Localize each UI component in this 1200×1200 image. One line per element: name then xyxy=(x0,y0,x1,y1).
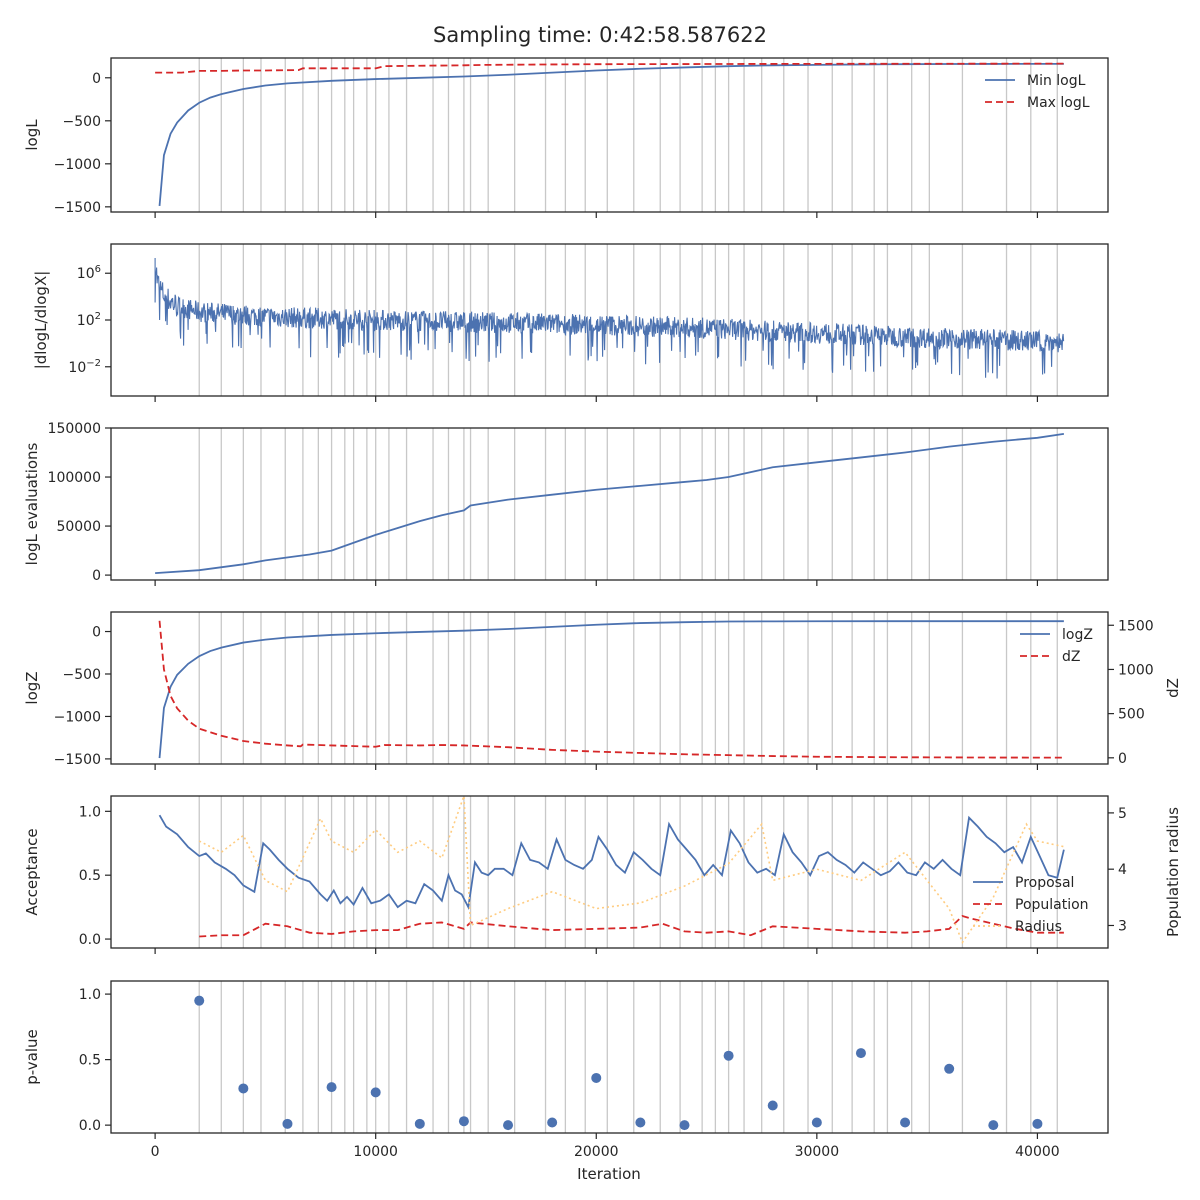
series-line-max-logl xyxy=(155,62,1064,74)
y-tick-label: 10−2 xyxy=(68,358,101,376)
y-tick-label: −1000 xyxy=(54,709,101,725)
x-axis-label: Iteration xyxy=(577,1165,641,1183)
plot-area xyxy=(155,432,1065,575)
data-point xyxy=(900,1117,911,1128)
axes-frame xyxy=(110,611,1109,765)
plot-area xyxy=(158,620,1064,759)
series-line-main xyxy=(155,432,1065,575)
plot-area xyxy=(154,258,1065,379)
y-axis-label: Acceptance xyxy=(23,828,41,915)
y-axis-label-right: Population radius xyxy=(1164,807,1182,937)
legend-label: dZ xyxy=(1062,649,1080,665)
axes-frame xyxy=(110,427,1109,581)
series-line-derivative xyxy=(154,258,1065,379)
legend-label: Proposal xyxy=(1015,875,1074,891)
legend-label: Max logL xyxy=(1027,95,1090,111)
series-line-dz xyxy=(158,620,1064,759)
x-tick-label: 40000 xyxy=(1015,1144,1060,1160)
y-tick-label: 0.5 xyxy=(79,868,101,884)
y-axis-label: logZ xyxy=(23,671,41,704)
axes-frame xyxy=(110,980,1109,1134)
y-tick-label: 150000 xyxy=(48,421,101,437)
data-point xyxy=(944,1063,955,1074)
y-tick-label: 1.0 xyxy=(79,987,101,1003)
figure-title: Sampling time: 0:42:58.587622 xyxy=(433,23,767,47)
y-tick-label-right: 0 xyxy=(1118,751,1127,767)
panel-evaluations: 0 50000 100000 150000 logL evaluations xyxy=(23,421,1109,586)
y-tick-label-right: 1500 xyxy=(1118,618,1154,634)
panel-logZ: 0 −500 −1000 −1500 1500 1000 500 0 logZ dZ logZ dZ xyxy=(23,611,1182,770)
y-axis-label: logL evaluations xyxy=(23,442,41,565)
data-point xyxy=(855,1048,866,1059)
data-point xyxy=(194,995,205,1006)
axes-frame xyxy=(110,795,1109,949)
y-tick-label: −1500 xyxy=(54,200,101,216)
x-tick-label: 30000 xyxy=(795,1144,840,1160)
y-tick-label: 0.5 xyxy=(79,1053,101,1069)
y-tick-label: 100000 xyxy=(48,470,101,486)
x-tick-label: 20000 xyxy=(574,1144,619,1160)
y-tick-label: −1500 xyxy=(54,752,101,768)
data-point xyxy=(238,1083,249,1094)
series-line-radius xyxy=(198,796,1065,945)
legend-label: Radius xyxy=(1015,919,1062,935)
y-tick-label: −500 xyxy=(63,114,101,130)
data-point xyxy=(811,1117,822,1128)
y-tick-label: 0 xyxy=(92,71,101,87)
data-point xyxy=(282,1118,293,1129)
data-point xyxy=(591,1072,602,1083)
data-point xyxy=(458,1116,469,1127)
y-tick-label: 0 xyxy=(92,568,101,584)
data-point xyxy=(326,1082,337,1093)
data-point xyxy=(723,1050,734,1061)
data-point xyxy=(679,1120,690,1131)
data-point xyxy=(767,1100,778,1111)
y-axis-label: p-value xyxy=(23,1029,41,1085)
panel-pvalue: 0 10000 20000 30000 40000 0.0 0.5 1.0 p-value xyxy=(23,980,1109,1160)
data-point xyxy=(370,1087,381,1098)
y-axis-label: logL xyxy=(23,119,41,151)
series-line-logz xyxy=(158,620,1064,759)
panel-dlogL: 106 102 10−2 |dlogL/dlogX| xyxy=(32,243,1109,402)
y-tick-label-right: 1000 xyxy=(1118,662,1154,678)
series-line-population xyxy=(199,915,1064,938)
y-tick-label: 0.0 xyxy=(79,932,101,948)
y-tick-label: 102 xyxy=(77,311,101,329)
y-tick-label-right: 500 xyxy=(1118,707,1145,723)
y-tick-label: 106 xyxy=(77,264,101,282)
axes-frame xyxy=(110,57,1109,213)
data-point xyxy=(635,1117,646,1128)
series-line-min-logl xyxy=(158,62,1064,207)
y-axis-label-right: dZ xyxy=(1164,678,1182,698)
data-point xyxy=(547,1117,558,1128)
y-tick-label-right: 4 xyxy=(1118,862,1127,878)
y-tick-label-right: 3 xyxy=(1118,918,1127,934)
data-point xyxy=(503,1120,514,1131)
plot-area xyxy=(158,796,1065,945)
legend-label: Population xyxy=(1015,897,1089,913)
legend-label: logZ xyxy=(1062,627,1093,643)
data-point xyxy=(988,1120,999,1131)
panel-acceptance: 0.0 0.5 1.0 3 4 5 Acceptance Population radius P… xyxy=(23,795,1182,954)
y-tick-label: 0.0 xyxy=(79,1118,101,1134)
x-tick-label: 10000 xyxy=(353,1144,398,1160)
y-tick-label: 0 xyxy=(92,625,101,641)
y-tick-label: 50000 xyxy=(56,519,101,535)
plot-area xyxy=(155,62,1064,207)
series-line-proposal xyxy=(158,814,1065,911)
y-tick-label: −1000 xyxy=(54,157,101,173)
x-tick-label: 0 xyxy=(151,1144,160,1160)
y-axis-label: |dlogL/dlogX| xyxy=(32,271,50,370)
y-tick-label-right: 5 xyxy=(1118,806,1127,822)
plot-area xyxy=(194,995,1043,1131)
y-tick-label: 1.0 xyxy=(79,804,101,820)
legend-label: Min logL xyxy=(1027,73,1086,89)
data-point xyxy=(1032,1118,1043,1129)
panel-logL: 0 −500 −1000 −1500 logL Min logL Max logL xyxy=(23,57,1109,218)
data-point xyxy=(414,1118,425,1129)
y-tick-label: −500 xyxy=(63,667,101,683)
